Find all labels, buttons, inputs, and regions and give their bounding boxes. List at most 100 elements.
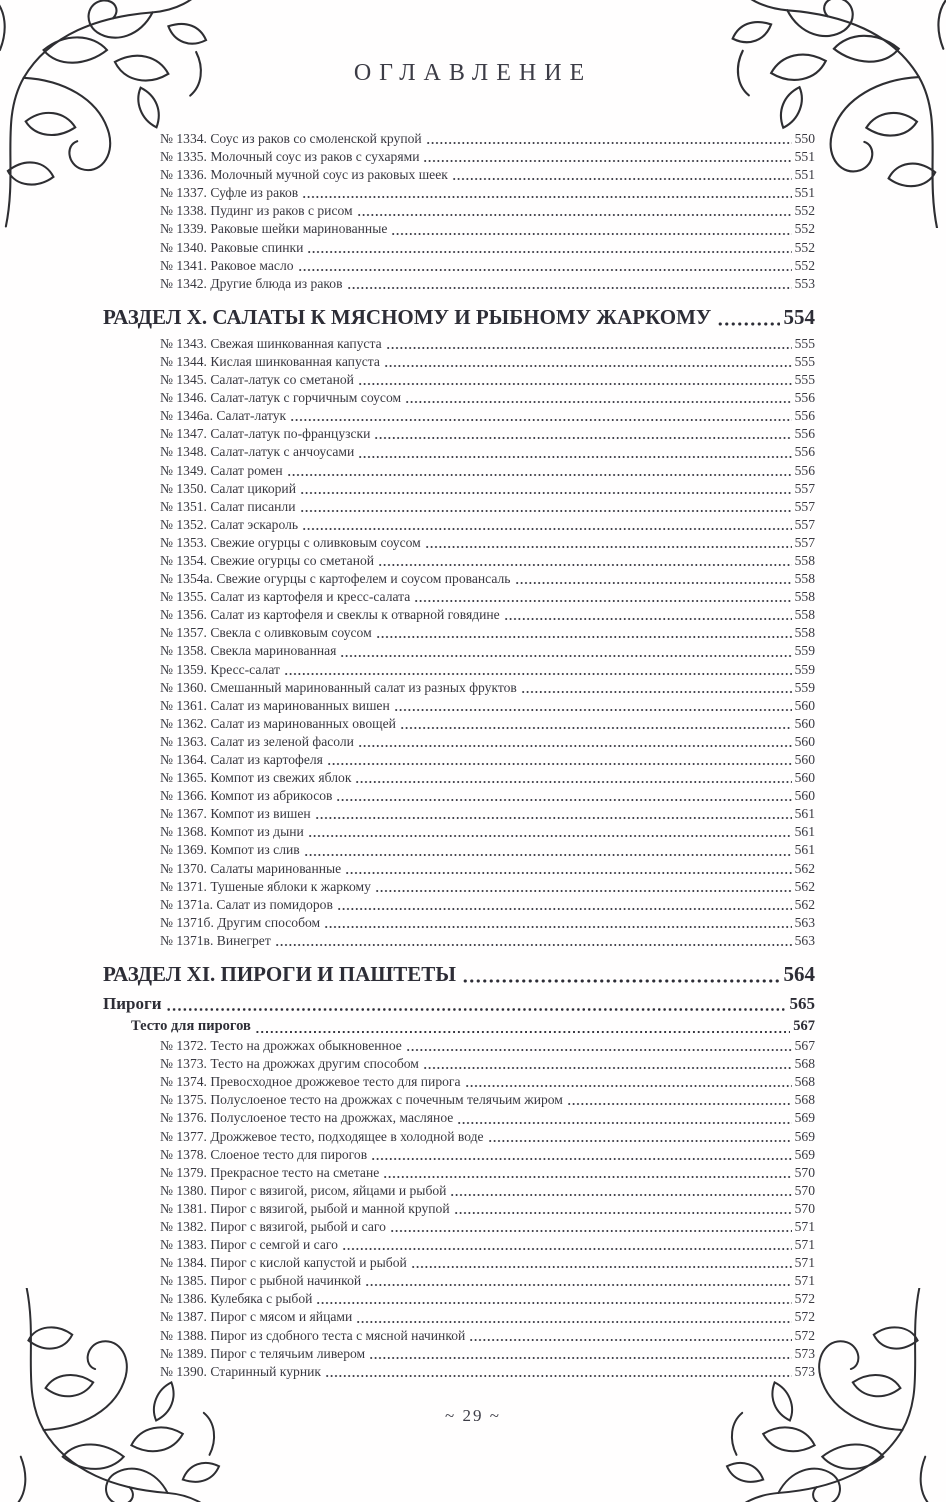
toc-entry-row: № 1336. Молочный мучной соус из раковых … [103, 166, 815, 185]
dot-leader [422, 1055, 792, 1074]
dot-leader [336, 787, 792, 806]
dot-leader [314, 805, 792, 824]
toc-item-title: № 1377. Дрожжевое тесто, подходящее в хо… [160, 1128, 484, 1144]
toc-entry-row: № 1365. Компот из свежих яблок 560 [103, 769, 815, 788]
dot-leader [457, 1109, 792, 1128]
dot-leader [451, 166, 792, 185]
toc-item-page-number: 560 [794, 752, 815, 767]
toc-item-page-number: 568 [794, 1056, 815, 1072]
toc-item-title: РАЗДЕЛ X. САЛАТЫ К МЯСНОМУ И РЫБНОМУ ЖАР… [103, 304, 712, 329]
toc-item-title: № 1341. Раковое масло [160, 257, 294, 273]
toc-item-page-number: 558 [794, 625, 815, 641]
toc-item-page-number: 557 [794, 516, 815, 532]
toc-item-title: № 1350. Салат цикорий [160, 480, 296, 496]
dot-leader [274, 931, 792, 951]
toc-item-page-number: 563 [794, 914, 815, 930]
toc-item-title: № 1365. Компот из свежих яблок [160, 770, 352, 786]
toc-item-title: № 1369. Компот из слив [160, 842, 300, 858]
toc-entry-row: № 1387. Пирог с мясом и яйцами 572 [103, 1308, 815, 1327]
toc-item-page-number: 565 [789, 994, 816, 1014]
toc-item-page-number: 570 [794, 1164, 815, 1180]
toc-item-title: № 1354. Свежие огурцы со сметаной [160, 552, 375, 568]
dot-leader [299, 479, 792, 498]
toc-entry-row: № 1366. Компот из абрикосов 560 [103, 787, 815, 806]
toc-entry-row: № 1362. Салат из маринованных овощей 560 [103, 714, 815, 733]
toc-item-title: № 1346а. Салат-латук [160, 408, 287, 424]
toc-entry-row: № 1348. Салат-латук с анчоусами 556 [103, 443, 815, 462]
toc-entry-row: № 1370. Салаты маринованные 562 [103, 859, 815, 878]
toc-item-title: № 1364. Салат из картофеля [160, 752, 323, 767]
toc-item-page-number: 554 [783, 304, 816, 329]
toc-item-page-number: 564 [783, 962, 816, 987]
toc-item-title: № 1346. Салат-латук с горчичным соусом [160, 390, 402, 406]
toc-entry-row: № 1383. Пирог с семгой и саго 571 [103, 1236, 815, 1255]
toc-item-title: № 1336. Молочный мучной соус из раковых … [160, 167, 448, 183]
toc-item-title: № 1363. Салат из зеленой фасоли [160, 733, 354, 749]
dot-leader [371, 1145, 792, 1164]
toc-item-page-number: 559 [794, 661, 815, 677]
toc-item-page-number: 555 [794, 372, 815, 388]
dot-leader [356, 1308, 792, 1327]
dot-leader [391, 220, 792, 239]
toc-item-page-number: 551 [794, 185, 815, 201]
toc-item-page-number: 560 [794, 715, 815, 731]
dot-leader [165, 992, 787, 1017]
toc-item-page-number: 560 [794, 770, 815, 786]
dot-leader [254, 1016, 791, 1038]
toc-item-title: № 1372. Тесто на дрожжах обыкновенное [160, 1038, 402, 1054]
toc-section-row: РАЗДЕЛ X. САЛАТЫ К МЯСНОМУ И РЫБНОМУ ЖАР… [103, 301, 816, 332]
toc-entry-row: № 1355. Салат из картофеля и кресс-салат… [103, 588, 815, 607]
toc-item-page-number: 550 [794, 131, 815, 146]
toc-item-title: № 1381. Пирог с вязигой, рыбой и манной … [160, 1200, 450, 1216]
toc-entry-row: № 1349. Салат ромен 556 [103, 461, 815, 480]
toc-item-title: № 1351. Салат писанли [160, 498, 296, 514]
toc-item-title: № 1386. Кулебяка с рыбой [160, 1291, 313, 1307]
toc-entry-row: № 1354. Свежие огурцы со сметаной 558 [103, 551, 815, 571]
toc-entry-row: № 1368. Компот из дыни 561 [103, 823, 815, 842]
toc-entry-row: № 1371в. Винегрет 563 [103, 931, 815, 951]
toc-item-title: № 1361. Салат из маринованных вишен [160, 697, 390, 713]
toc-item-title: № 1375. Полуслоеное тесто на дрожжах с п… [160, 1092, 563, 1108]
toc-item-page-number: 571 [794, 1255, 815, 1271]
toc-item-title: № 1357. Свекла с оливковым соусом [160, 625, 372, 641]
dot-leader [345, 859, 792, 878]
dot-leader [355, 769, 792, 788]
toc-entry-row: № 1379. Прекрасное тесто на сметане 570 [103, 1163, 815, 1182]
toc-entry-row: № 1381. Пирог с вязигой, рыбой и манной … [103, 1199, 815, 1218]
toc-item-title: № 1344. Кислая шинкованная капуста [160, 353, 380, 369]
dot-leader [290, 407, 792, 426]
toc-item-page-number: 552 [794, 203, 815, 219]
toc-item-page-number: 562 [794, 878, 815, 894]
toc-entry-row: № 1346а. Салат-латук 556 [103, 407, 815, 426]
dot-leader [383, 1163, 792, 1182]
toc-item-title: № 1349. Салат ромен [160, 462, 283, 478]
toc-item-title: № 1385. Пирог с рыбной начинкой [160, 1273, 362, 1289]
toc-item-page-number: 558 [794, 571, 815, 587]
toc-item-page-number: 552 [794, 221, 815, 237]
toc-subsection-row: Пироги 565 [103, 992, 816, 1017]
toc-item-page-number: 571 [794, 1237, 815, 1253]
toc-entry-row: № 1357. Свекла с оливковым соусом 558 [103, 624, 815, 643]
toc-entry-row: № 1367. Компот из вишен 561 [103, 805, 815, 824]
dot-leader [307, 238, 792, 257]
toc-item-page-number: 555 [794, 335, 815, 351]
dot-leader [385, 334, 792, 353]
toc-item-page-number: 572 [794, 1327, 815, 1343]
toc-item-page-number: 559 [794, 679, 815, 695]
toc-entry-row: № 1350. Салат цикорий 557 [103, 479, 815, 498]
dot-leader [566, 1091, 792, 1110]
toc-entry-row: № 1334. Соус из раков со смоленской круп… [103, 130, 815, 149]
dot-leader [453, 1199, 792, 1218]
dot-leader [424, 533, 792, 552]
toc-entry-row: № 1390. Старинный курник 573 [103, 1362, 815, 1381]
toc-item-title: № 1358. Свекла маринованная [160, 643, 337, 659]
toc-entry-row: № 1343. Свежая шинкованная капуста 555 [103, 334, 815, 353]
toc-item-title: № 1366. Компот из абрикосов [160, 788, 333, 804]
toc-item-page-number: 573 [794, 1345, 815, 1361]
toc-item-title: РАЗДЕЛ XI. ПИРОГИ И ПАШТЕТЫ [103, 962, 456, 987]
toc-item-title: № 1373. Тесто на дрожжах другим способом [160, 1056, 419, 1072]
toc-item-page-number: 560 [794, 733, 815, 749]
toc-item-title: № 1354а. Свежие огурцы с картофелем и со… [160, 571, 511, 587]
toc-item-page-number: 561 [794, 806, 815, 822]
